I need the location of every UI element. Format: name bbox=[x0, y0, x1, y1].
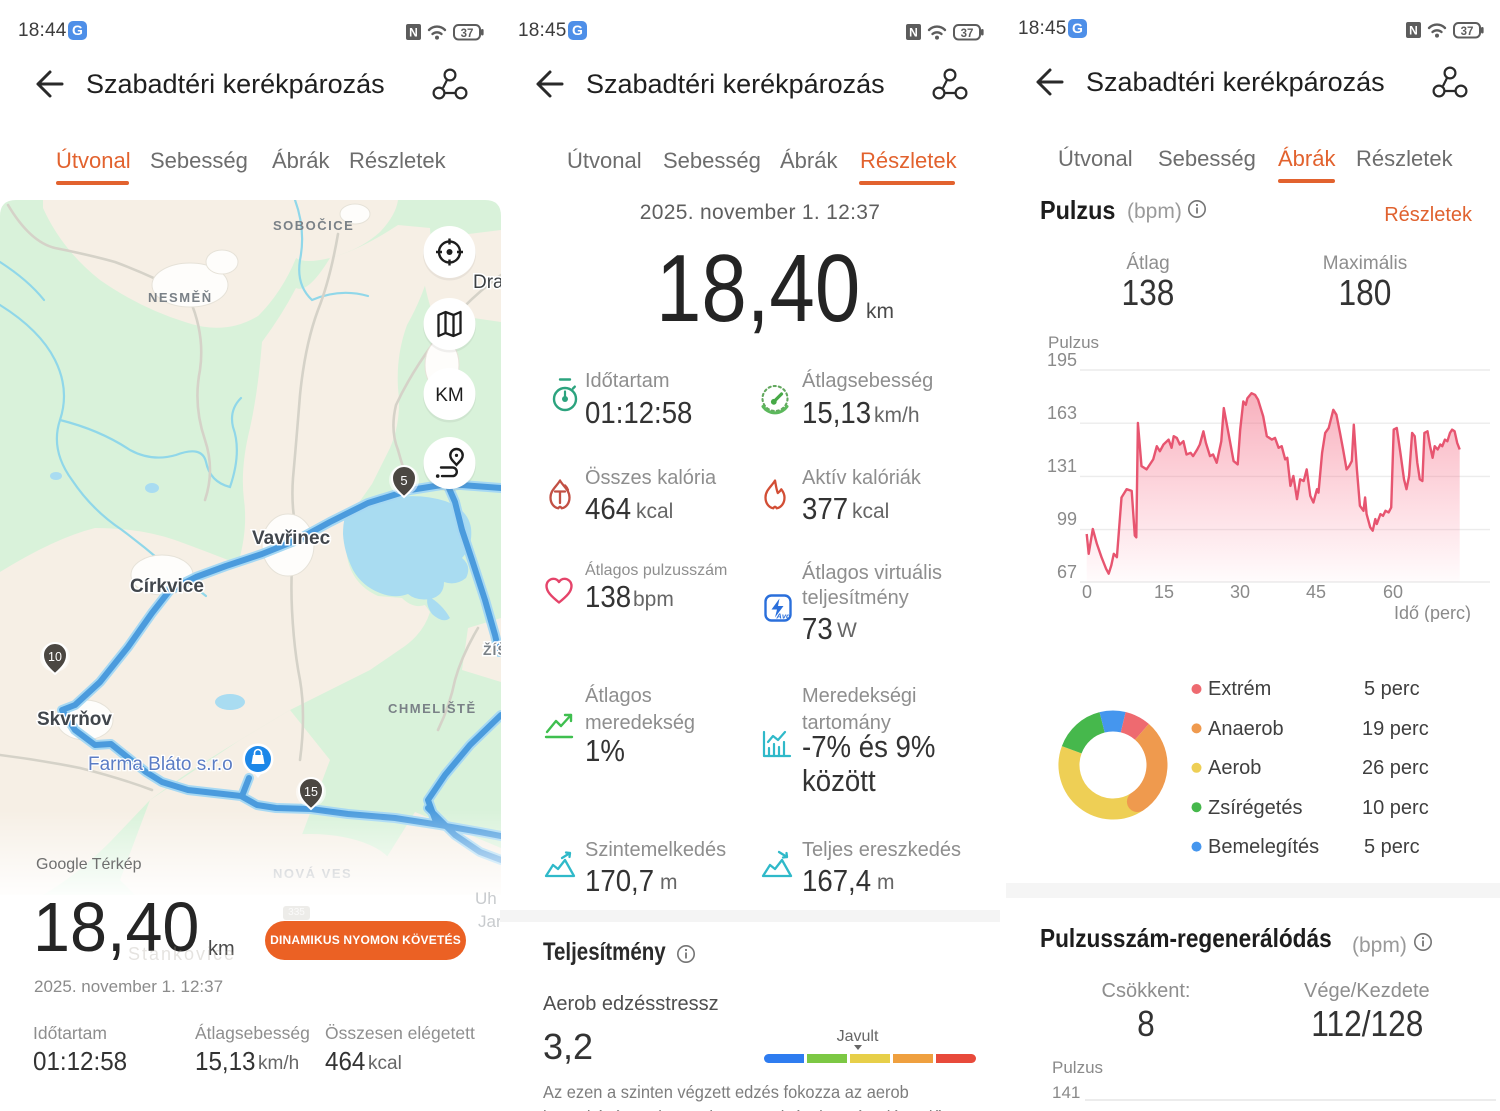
svg-text:ŽÍŠ: ŽÍŠ bbox=[483, 641, 501, 658]
svg-text:15: 15 bbox=[1154, 582, 1174, 602]
svg-text:99: 99 bbox=[1057, 509, 1077, 529]
svg-text:67: 67 bbox=[1057, 562, 1077, 582]
svg-text:45: 45 bbox=[1306, 582, 1326, 602]
svg-text:163: 163 bbox=[1047, 403, 1077, 423]
svg-text:Vavřinec: Vavřinec bbox=[252, 528, 331, 549]
svg-text:N: N bbox=[909, 26, 918, 40]
svg-text:Avg: Avg bbox=[775, 612, 791, 621]
svg-text:195: 195 bbox=[1047, 350, 1077, 370]
svg-text:0: 0 bbox=[1082, 582, 1092, 602]
svg-text:CHMELIŠTĚ: CHMELIŠTĚ bbox=[388, 701, 477, 716]
svg-text:Farma Bláto s.r.o: Farma Bláto s.r.o bbox=[88, 754, 233, 775]
svg-text:30: 30 bbox=[1230, 582, 1250, 602]
svg-text:N: N bbox=[409, 26, 418, 40]
svg-text:KM: KM bbox=[435, 385, 464, 406]
svg-text:Církvice: Církvice bbox=[130, 576, 204, 597]
svg-text:Idő (perc): Idő (perc) bbox=[1394, 603, 1471, 622]
svg-text:5: 5 bbox=[400, 473, 407, 488]
svg-text:Pulzus: Pulzus bbox=[1048, 333, 1099, 352]
svg-text:N: N bbox=[1409, 24, 1418, 38]
svg-text:Drah: Drah bbox=[473, 272, 501, 293]
svg-text:37: 37 bbox=[461, 28, 474, 40]
svg-text:15: 15 bbox=[304, 785, 318, 799]
svg-text:Skvrňov: Skvrňov bbox=[37, 709, 112, 730]
svg-text:37: 37 bbox=[1461, 26, 1474, 38]
svg-text:NESMĚŇ: NESMĚŇ bbox=[148, 290, 213, 305]
svg-text:10: 10 bbox=[48, 650, 62, 664]
svg-text:60: 60 bbox=[1383, 582, 1403, 602]
svg-text:37: 37 bbox=[961, 28, 974, 40]
svg-text:SOBOČICE: SOBOČICE bbox=[273, 218, 354, 233]
svg-text:131: 131 bbox=[1047, 456, 1077, 476]
